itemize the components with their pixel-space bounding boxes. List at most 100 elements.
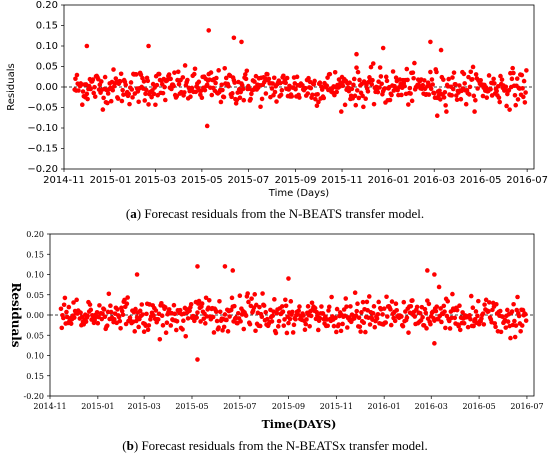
residual-point: [188, 94, 193, 100]
residual-point: [357, 77, 362, 83]
residual-point: [203, 321, 208, 326]
y-tick-label: -0.20: [23, 392, 44, 401]
residual-point: [374, 316, 380, 321]
caption-text-a: Forecast residuals from the N-BEATS tran…: [144, 206, 424, 221]
residual-point: [239, 39, 244, 45]
residual-point: [320, 311, 326, 316]
residual-point: [450, 86, 456, 92]
caption-letter-a: a: [130, 206, 137, 221]
residual-point: [176, 81, 182, 87]
y-tick-label: 0.05: [26, 291, 44, 300]
residual-point: [523, 90, 528, 95]
residual-point: [404, 66, 410, 72]
residual-point: [245, 291, 250, 296]
residual-point: [423, 310, 429, 316]
residual-point: [394, 308, 400, 313]
residual-point: [475, 86, 480, 91]
residual-point: [425, 268, 430, 273]
residual-point: [434, 69, 439, 75]
y-axis-label-b: Residuals: [9, 282, 23, 347]
residual-point: [229, 94, 234, 100]
residual-point: [512, 334, 518, 340]
residual-point: [140, 312, 145, 317]
residual-point: [524, 68, 529, 73]
residual-point: [326, 308, 331, 313]
residual-point: [441, 77, 446, 82]
residual-point: [237, 95, 243, 101]
residual-point: [500, 314, 505, 319]
residual-point: [457, 83, 462, 88]
residual-point: [359, 310, 364, 315]
residual-point: [196, 298, 202, 304]
residual-point: [484, 95, 490, 100]
y-tick-label: −0.05: [27, 103, 58, 114]
residual-point: [470, 305, 476, 310]
residual-point: [252, 292, 258, 297]
residual-point: [115, 307, 120, 312]
residual-point: [216, 325, 221, 330]
residual-point: [377, 65, 383, 70]
scatter-points-a: [72, 28, 529, 129]
residual-point: [310, 92, 315, 98]
residual-point: [377, 85, 382, 90]
residual-point: [438, 306, 443, 311]
residual-point: [112, 316, 117, 322]
residual-point: [431, 90, 437, 96]
residual-point: [367, 322, 373, 327]
residual-point: [371, 304, 377, 309]
residual-point: [286, 87, 292, 92]
residual-point: [372, 324, 378, 330]
x-tick-label: 2015-11: [321, 175, 363, 186]
residual-point: [243, 313, 249, 318]
residual-point: [279, 87, 285, 93]
residual-point: [334, 329, 339, 335]
residual-point: [217, 309, 223, 315]
residual-point: [452, 315, 458, 321]
residual-point: [471, 323, 476, 329]
residual-point: [146, 102, 151, 107]
residual-point: [68, 321, 74, 326]
residual-point: [263, 309, 269, 315]
residual-point: [79, 102, 85, 108]
residual-point: [95, 320, 101, 326]
residual-point: [390, 69, 396, 74]
residual-point: [260, 291, 265, 296]
residual-point: [321, 95, 327, 101]
residual-point: [382, 86, 388, 91]
residual-point: [115, 96, 121, 101]
residual-point: [249, 91, 254, 97]
residual-point: [513, 102, 519, 108]
residual-point: [384, 294, 389, 300]
residual-point: [118, 79, 123, 84]
residual-point: [230, 91, 235, 96]
residual-point: [214, 75, 219, 81]
y-tick-label: 0.10: [36, 41, 58, 52]
residual-point: [143, 87, 149, 93]
residual-point: [142, 98, 148, 103]
residual-point: [137, 308, 143, 314]
residual-point: [104, 323, 110, 328]
residual-point: [449, 93, 455, 98]
residual-point: [136, 324, 141, 330]
residual-point: [166, 307, 172, 312]
residual-point: [355, 69, 361, 75]
chart-panel-b: -0.20 0.15 0.10 0.05 0.00 0.05 0.10 0.15 0.20 20…: [9, 230, 544, 453]
residual-point: [127, 101, 132, 107]
residual-point: [291, 322, 297, 328]
residual-point: [105, 100, 110, 106]
residual-point: [488, 86, 493, 92]
residual-point: [218, 99, 224, 105]
residual-point: [173, 327, 179, 333]
residual-point: [282, 317, 287, 322]
residual-point: [61, 315, 66, 321]
residual-point: [503, 84, 509, 90]
residual-point: [316, 99, 321, 105]
residual-point: [329, 294, 334, 300]
residual-point: [284, 330, 290, 336]
residual-point: [97, 303, 102, 308]
residual-point: [163, 305, 168, 310]
residual-point: [83, 319, 89, 324]
residual-point: [406, 330, 411, 335]
residual-point: [146, 323, 152, 328]
residual-point: [294, 74, 300, 80]
